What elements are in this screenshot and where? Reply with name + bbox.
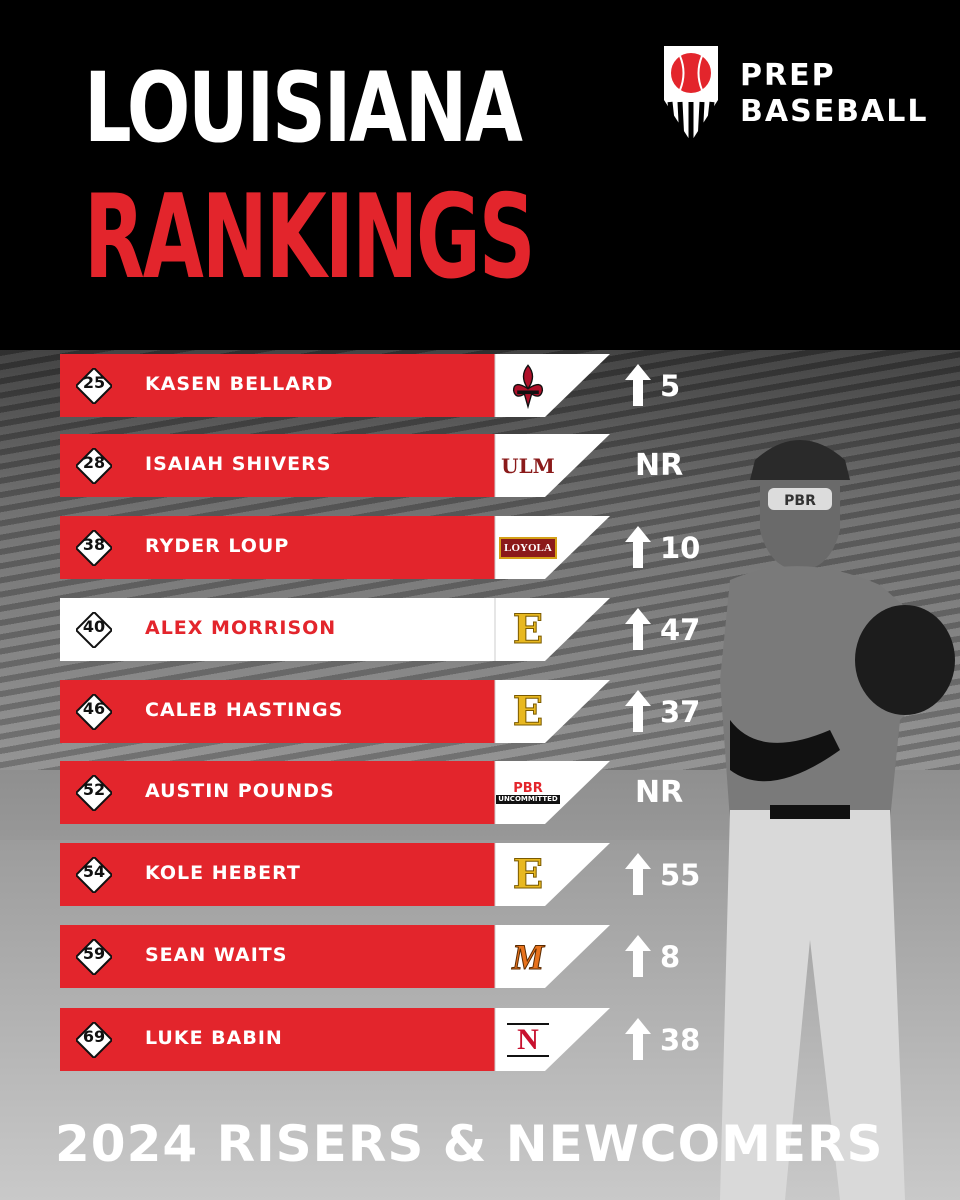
rank-change: 47 — [660, 613, 701, 647]
rank-change-nr: NR — [635, 775, 684, 810]
rank-badge-icon — [76, 1022, 112, 1058]
rank-number: 54 — [82, 862, 106, 881]
old-english-e-logo: E — [512, 688, 544, 736]
rank-change: 5 — [660, 369, 681, 403]
ulm-logo: ULM — [501, 453, 555, 478]
rank-number: 40 — [82, 617, 106, 636]
up-arrow-icon — [625, 526, 651, 568]
ranking-row: 46 CALEB HASTINGS E 37 — [60, 680, 740, 743]
brand-line-1: PREP — [740, 58, 836, 93]
ranking-row: 59 SEAN WAITS M 8 — [60, 925, 740, 988]
pbr-uncommitted-logo: PBR UNCOMMITTED — [496, 780, 560, 804]
up-arrow-icon — [625, 935, 651, 977]
player-name: KOLE HEBERT — [145, 862, 301, 884]
player-name: ISAIAH SHIVERS — [145, 453, 332, 475]
rank-badge-icon — [76, 694, 112, 730]
rank-badge-icon — [76, 448, 112, 484]
ranking-row: 40 ALEX MORRISON E 47 — [60, 598, 740, 661]
rank-badge-icon — [76, 857, 112, 893]
title-line-2: RANKINGS — [84, 170, 536, 305]
ranking-bar — [60, 434, 610, 497]
up-arrow-icon — [625, 853, 651, 895]
ranking-bar — [60, 843, 610, 906]
up-arrow-icon — [625, 1018, 651, 1060]
rank-number: 38 — [82, 535, 106, 554]
loyola-wolf-pack-logo: LOYOLA — [498, 518, 558, 577]
ranking-row: 54 KOLE HEBERT E 55 — [60, 843, 740, 906]
ranking-row: 69 LUKE BABIN N 38 — [60, 1008, 740, 1071]
prep-baseball-logo-icon — [664, 46, 718, 146]
m-logo: M — [511, 936, 544, 977]
ranking-row: 52 AUSTIN POUNDS PBR UNCOMMITTED NR — [60, 761, 740, 824]
player-name: SEAN WAITS — [145, 944, 288, 966]
rank-number: 25 — [82, 373, 106, 392]
rank-change: 38 — [660, 1023, 701, 1057]
ranking-bar — [60, 925, 610, 988]
rank-change: 37 — [660, 695, 701, 729]
title-line-1: LOUISIANA — [84, 52, 523, 164]
ranking-bar — [60, 680, 610, 743]
player-name: RYDER LOUP — [145, 535, 290, 557]
up-arrow-icon — [625, 608, 651, 650]
rank-badge-icon — [76, 939, 112, 975]
ranking-row: 25 KASEN BELLARD 5 — [60, 354, 740, 417]
rank-badge-icon — [76, 368, 112, 404]
rank-change-nr: NR — [635, 448, 684, 483]
player-name: LUKE BABIN — [145, 1027, 283, 1049]
up-arrow-icon — [625, 690, 651, 732]
player-name: AUSTIN POUNDS — [145, 780, 335, 802]
rank-number: 59 — [82, 944, 106, 963]
rank-number: 69 — [82, 1027, 106, 1046]
rank-number: 52 — [82, 780, 106, 799]
player-name: CALEB HASTINGS — [145, 699, 344, 721]
player-photo: PBR — [720, 440, 955, 1200]
old-english-e-logo: E — [512, 606, 544, 654]
ranking-bar — [60, 761, 610, 824]
rank-number: 28 — [82, 453, 106, 472]
ranking-bar — [60, 354, 610, 417]
rank-change: 10 — [660, 531, 701, 565]
ranking-bar — [60, 598, 610, 661]
rank-badge-icon — [76, 612, 112, 648]
svg-text:PBR: PBR — [784, 493, 816, 509]
up-arrow-icon — [625, 364, 651, 406]
rank-number: 46 — [82, 699, 106, 718]
rank-badge-icon — [76, 775, 112, 811]
louisiana-fleur-de-lis-logo — [498, 356, 558, 415]
rank-change: 55 — [660, 858, 701, 892]
player-name: KASEN BELLARD — [145, 373, 334, 395]
old-english-e-logo: E — [512, 851, 544, 899]
brand-line-2: BASEBALL — [740, 94, 929, 129]
footer-caption: 2024 RISERS & NEWCOMERS — [55, 1115, 884, 1173]
ranking-row: 28 ISAIAH SHIVERS ULM NR — [60, 434, 740, 497]
nicholls-n-logo: N — [498, 1010, 558, 1069]
ranking-row: 38 RYDER LOUP LOYOLA 10 — [60, 516, 740, 579]
rank-change: 8 — [660, 940, 681, 974]
rank-badge-icon — [76, 530, 112, 566]
player-name: ALEX MORRISON — [145, 617, 337, 639]
